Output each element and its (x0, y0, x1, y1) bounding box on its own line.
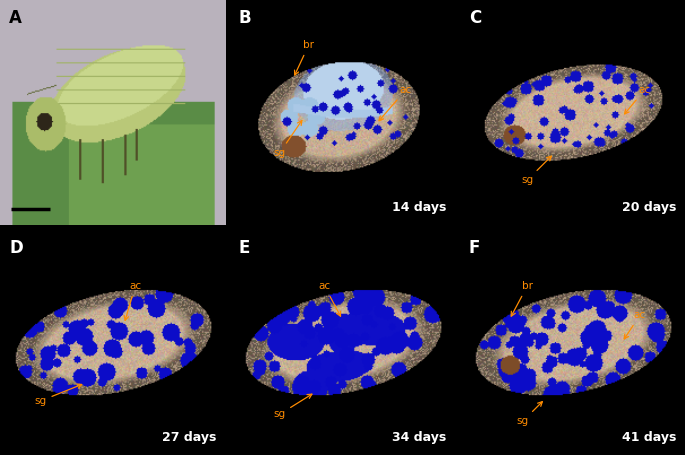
Text: sg: sg (273, 121, 302, 158)
Text: sg: sg (516, 402, 543, 426)
Text: 34 days: 34 days (392, 431, 446, 444)
Text: ac: ac (624, 310, 646, 339)
Text: ac: ac (379, 85, 412, 121)
Text: sg: sg (273, 394, 312, 420)
Text: B: B (239, 9, 251, 27)
Text: br: br (295, 40, 314, 75)
Text: C: C (469, 9, 481, 27)
Text: sg: sg (521, 156, 551, 185)
Text: ac: ac (625, 85, 651, 114)
Text: 20 days: 20 days (621, 201, 676, 214)
Text: 14 days: 14 days (392, 201, 446, 214)
Text: sg: sg (34, 384, 82, 406)
Text: A: A (9, 9, 22, 27)
Text: 41 days: 41 days (621, 431, 676, 444)
Text: br: br (511, 281, 533, 316)
Text: E: E (239, 239, 250, 257)
Text: D: D (9, 239, 23, 257)
Text: F: F (469, 239, 480, 257)
Text: ac: ac (319, 281, 340, 316)
Text: 27 days: 27 days (162, 431, 216, 444)
Text: ac: ac (124, 281, 141, 320)
